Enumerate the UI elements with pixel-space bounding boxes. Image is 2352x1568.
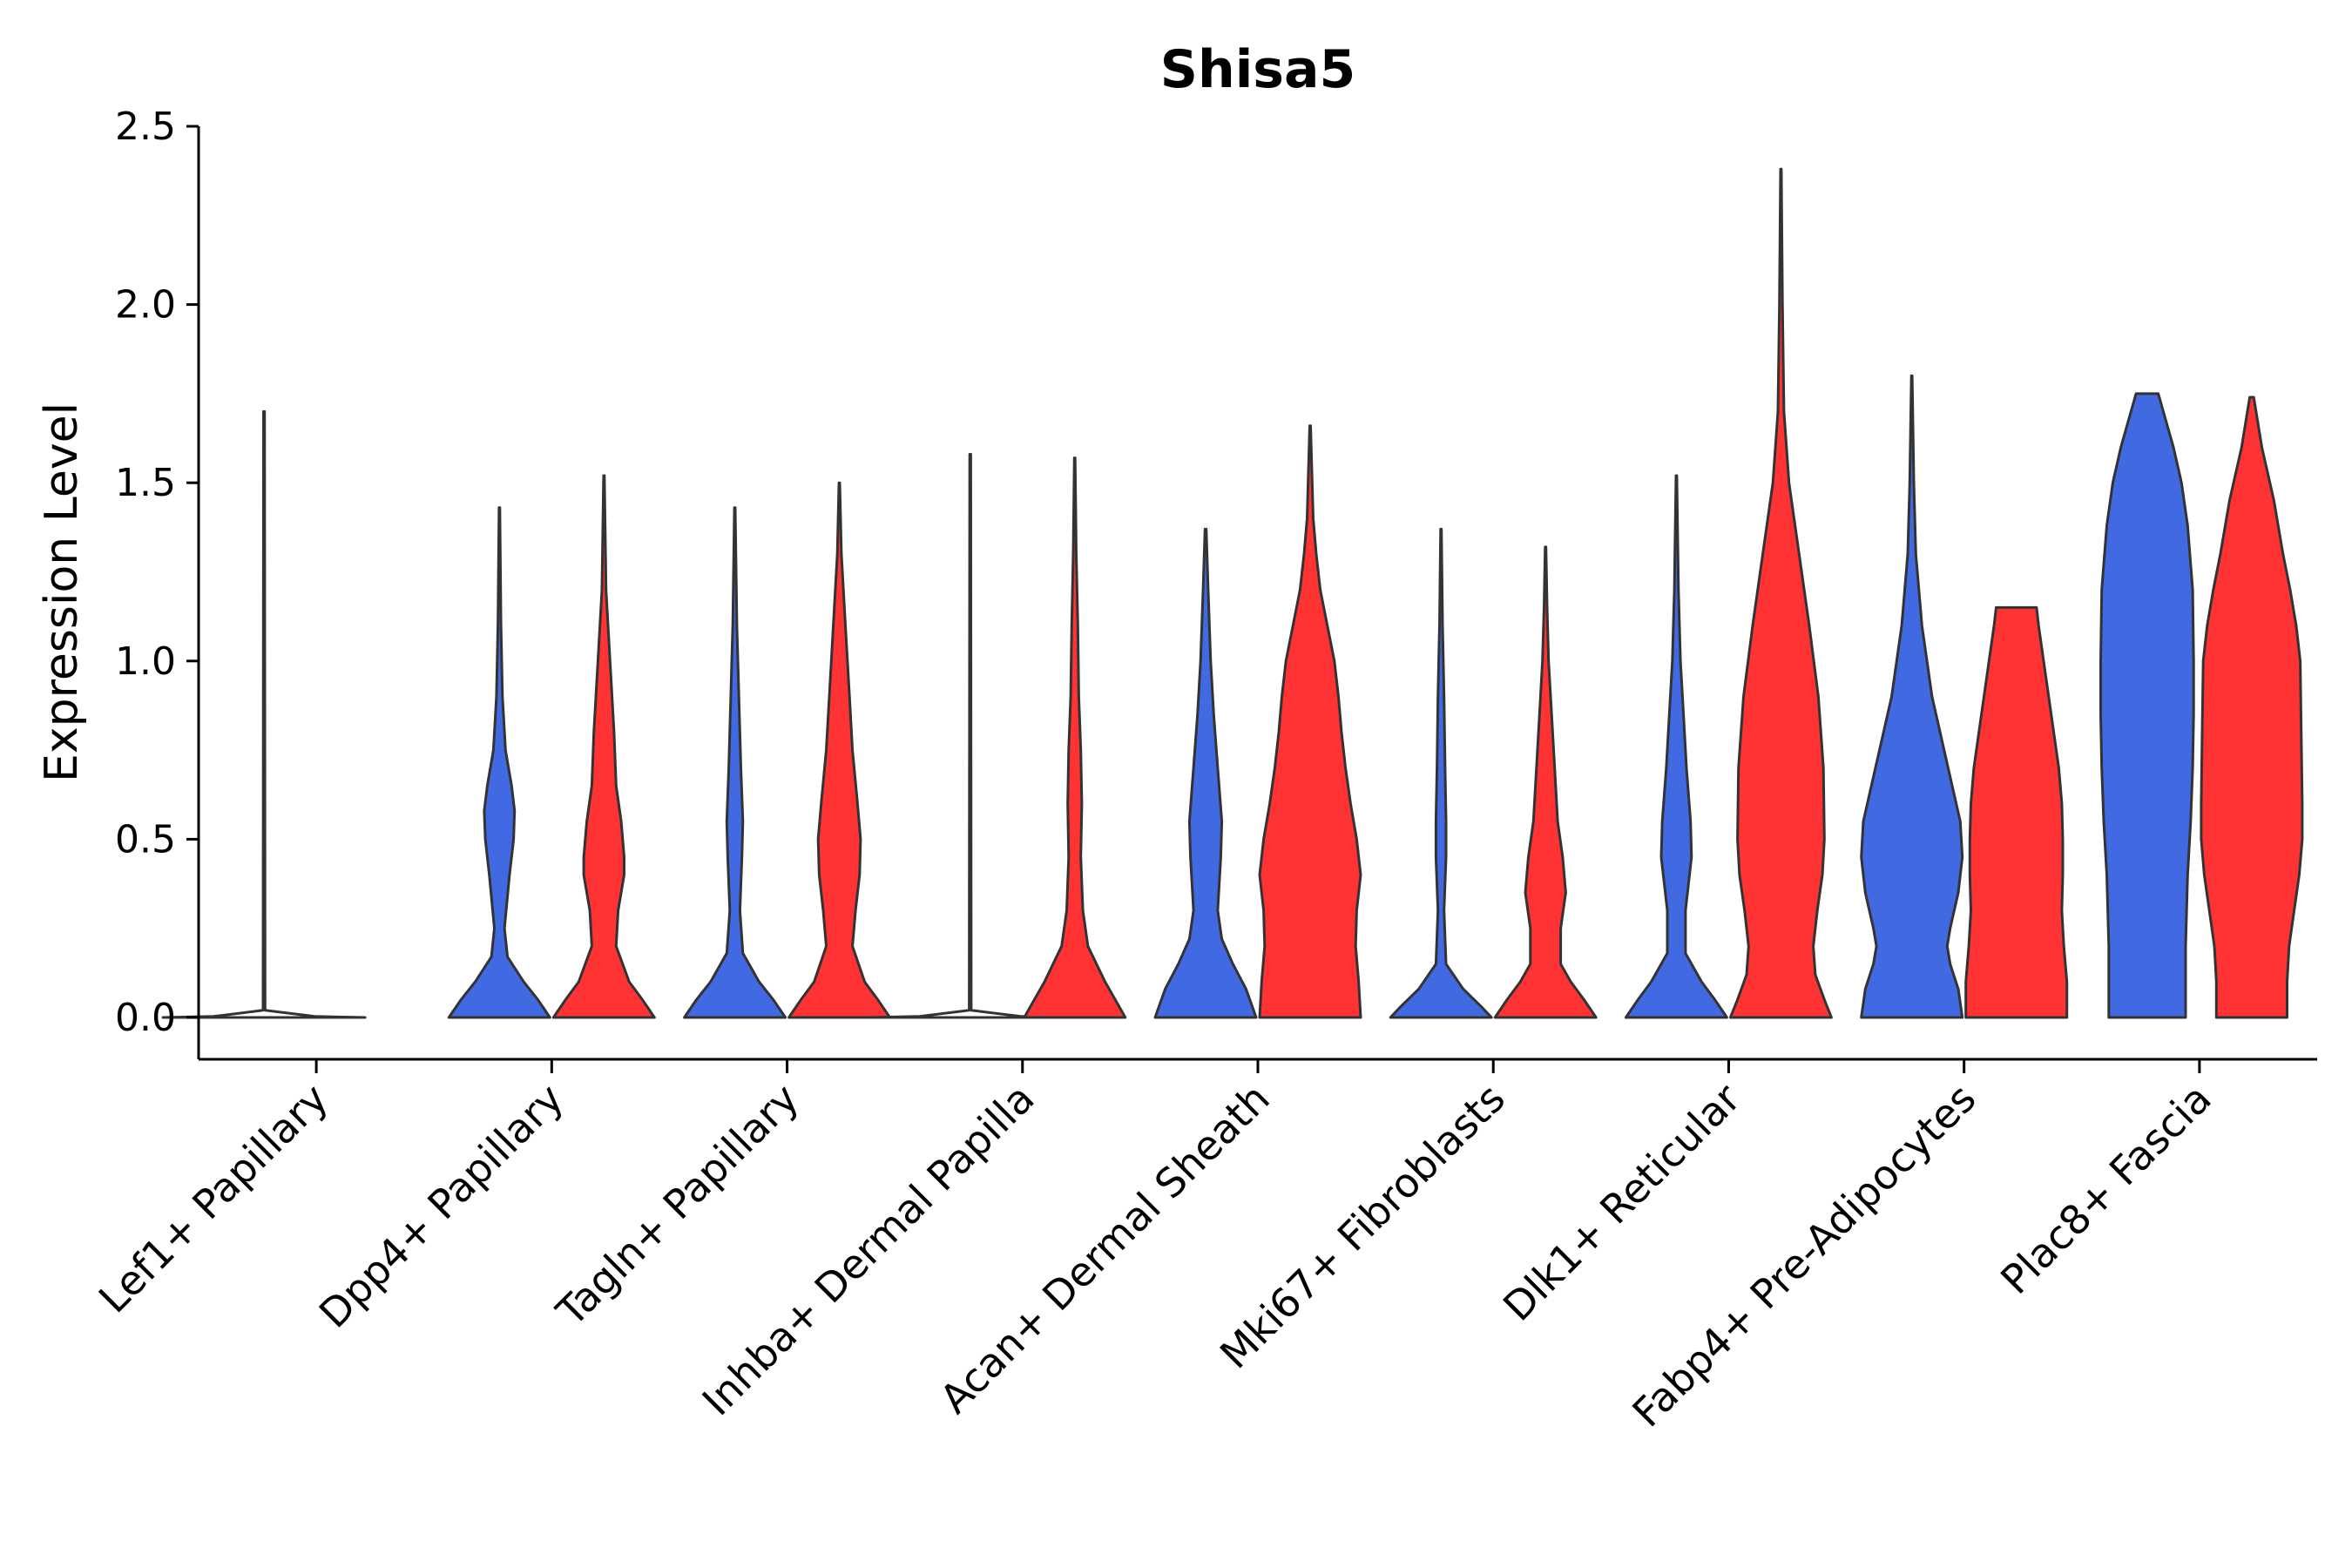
y-tick-label: 0.5 [115,817,176,862]
violin-4-series-1 [868,453,1073,1019]
x-tick-label: Dlk1+ Reticular [1494,1075,1749,1330]
violin-8-series-2 [1964,605,2069,1019]
x-tick-label: Dpp4+ Papillary [310,1075,572,1337]
y-tick-label: 2.5 [115,105,176,149]
violin-9-series-1 [2099,392,2195,1019]
violin-1-series-1 [161,409,367,1019]
chart-title: Shisa5 [1160,39,1355,100]
violin-6-series-1 [1389,527,1493,1019]
violins-group [161,167,2304,1019]
x-tick-label: Lef1+ Papillary [90,1075,337,1322]
y-tick-label: 1.0 [115,639,176,684]
violin-8-series-1 [1860,374,1964,1019]
x-tick-label: Tagln+ Papillary [547,1075,808,1336]
violin-6-series-2 [1493,545,1598,1019]
y-tick-label: 0.0 [115,996,176,1040]
violin-5-series-1 [1153,527,1258,1019]
violin-5-series-2 [1258,424,1362,1019]
y-tick-label: 2.0 [115,283,176,328]
violin-3-series-2 [787,481,892,1019]
violin-4-series-2 [1023,456,1127,1019]
violin-7-series-1 [1624,474,1728,1019]
violin-2-series-2 [551,474,656,1019]
y-axis-title: Expression Level [36,402,88,782]
violin-2-series-1 [447,506,551,1019]
violin-9-series-2 [2200,395,2304,1019]
violin-3-series-1 [683,506,787,1019]
violin-7-series-2 [1728,167,1833,1019]
x-tick-label: Plac8+ Fascia [1991,1075,2220,1303]
y-tick-label: 1.5 [115,461,176,505]
